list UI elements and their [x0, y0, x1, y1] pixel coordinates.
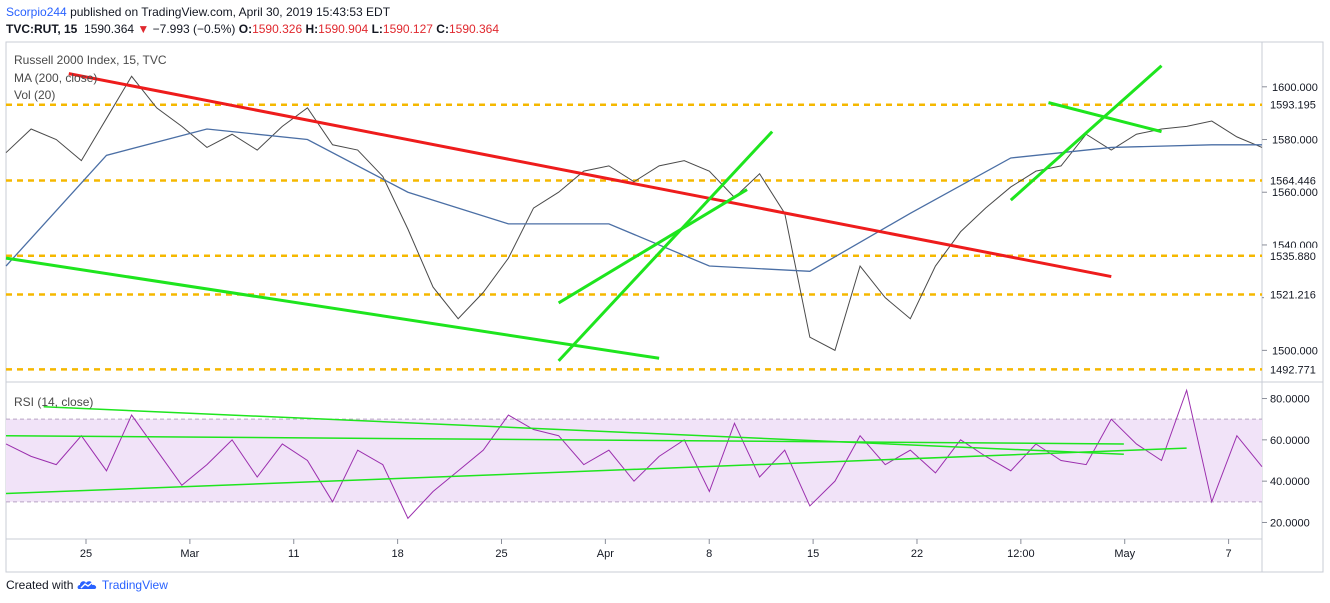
last-price: 1590.364: [84, 22, 135, 36]
time-tick-label: 18: [391, 548, 403, 560]
rsi-tick-label: 20.0000: [1270, 517, 1310, 529]
tradingview-link[interactable]: TradingView: [101, 578, 168, 592]
channel-trendline[interactable]: [1048, 101, 1162, 134]
level-tag: [1264, 361, 1320, 378]
time-tick-label: 11: [288, 548, 299, 560]
rsi-tick-label: 40.0000: [1270, 476, 1310, 488]
level-label: 1535.880: [1270, 251, 1316, 263]
down-arrow-icon: ▼: [137, 22, 150, 36]
level-label: 1521.216: [1270, 289, 1316, 301]
channel-trendline[interactable]: [1009, 64, 1163, 202]
symbol-label: TVC:RUT, 15: [6, 22, 78, 36]
level-tag: [1264, 96, 1320, 113]
low-label: L:: [371, 22, 383, 36]
channel-trendline[interactable]: [557, 188, 748, 305]
open-value: 1590.326: [252, 22, 303, 36]
price-change: −7.993 (−0.5%): [152, 22, 236, 36]
legend-ma[interactable]: MA (200, close): [14, 71, 98, 85]
price-series-line: [5, 75, 1263, 352]
open-label: O:: [238, 22, 253, 36]
quote-line: TVC:RUT, 15 1590.364 ▼ −7.993 (−0.5%) O:…: [6, 22, 499, 36]
level-label: 1564.446: [1270, 176, 1316, 188]
high-label: H:: [305, 22, 319, 36]
rsi-tick-label: 80.0000: [1270, 394, 1310, 406]
author-link[interactable]: Scorpio244: [6, 5, 67, 19]
time-tick-label: 25: [495, 548, 507, 560]
legend-rsi[interactable]: RSI (14, close): [14, 395, 94, 409]
high-value: 1590.904: [318, 22, 369, 36]
ma-series-line: [5, 128, 1262, 272]
legend-vol[interactable]: Vol (20): [14, 88, 56, 102]
publish-info: Scorpio244 published on TradingView.com,…: [6, 5, 390, 19]
created-with-label: Created with: [6, 578, 74, 592]
chart-frame: [5, 41, 1324, 573]
level-label: 1593.195: [1270, 100, 1316, 112]
time-tick-label: Apr: [597, 548, 614, 560]
time-tick-label: 12:00: [1007, 548, 1035, 560]
level-label: 1492.771: [1270, 364, 1316, 376]
time-tick-label: Mar: [180, 548, 199, 560]
chart-canvas[interactable]: 1500.0001520.0001540.0001560.0001580.000…: [0, 0, 1330, 578]
time-tick-label: 25: [80, 548, 92, 560]
price-tick-label: 1600.000: [1272, 82, 1318, 94]
low-value: 1590.127: [382, 22, 433, 36]
publish-text: published on TradingView.com, April 30, …: [70, 5, 391, 19]
price-tick-label: 1500.000: [1272, 345, 1318, 357]
price-tick-label: 1580.000: [1272, 135, 1318, 147]
close-label: C:: [436, 22, 449, 36]
tradingview-cloud-icon: [77, 581, 96, 589]
channel-trendline[interactable]: [5, 256, 660, 360]
rsi-tick-label: 60.0000: [1270, 435, 1310, 447]
time-tick-label: May: [1114, 548, 1135, 560]
level-tag: [1264, 247, 1320, 264]
time-tick-label: 7: [1226, 548, 1232, 560]
close-value: 1590.364: [448, 22, 500, 36]
legend-title: Russell 2000 Index, 15, TVC: [14, 53, 167, 67]
time-tick-label: 15: [807, 548, 819, 560]
rsi-trendline[interactable]: [5, 434, 1124, 445]
rsi-trendline[interactable]: [43, 406, 1124, 456]
level-tag: [1264, 286, 1320, 303]
time-tick-label: 8: [706, 548, 712, 560]
footer: Created with TradingView: [6, 578, 168, 592]
time-tick-label: 22: [911, 548, 923, 560]
rsi-trendline[interactable]: [5, 447, 1187, 495]
resistance-trendline[interactable]: [68, 72, 1112, 279]
price-tick-label: 1560.000: [1272, 187, 1318, 199]
rsi-series-line: [5, 388, 1263, 520]
channel-trendline[interactable]: [557, 130, 774, 362]
rsi-band: [6, 419, 1262, 502]
level-tag: [1264, 172, 1320, 189]
